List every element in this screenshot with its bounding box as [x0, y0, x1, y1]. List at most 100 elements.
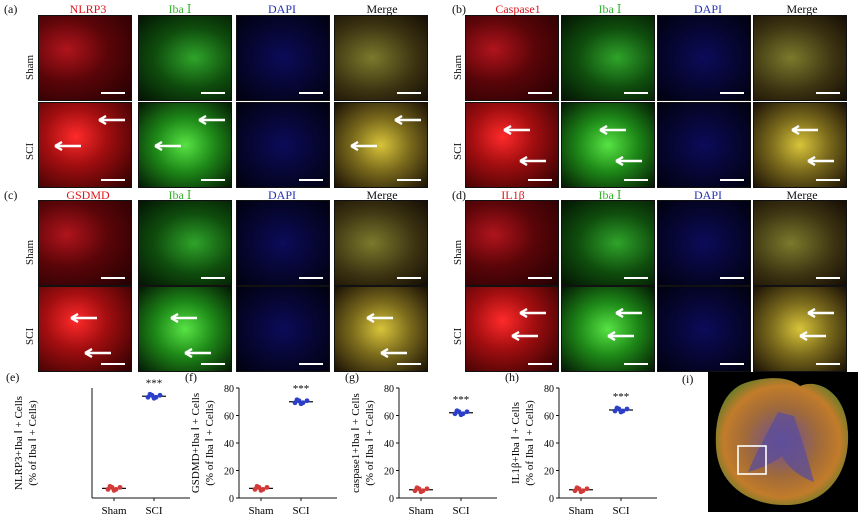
panel-label-b: (b)	[452, 2, 466, 16]
significance-label: ***	[146, 377, 163, 389]
chart-h-svg: IL1β+Iba Ⅰ + Cells (% of Iba Ⅰ + Cells) 0 2…	[510, 384, 657, 517]
data-point	[464, 409, 470, 415]
data-point	[258, 487, 264, 493]
col-header-c-2: Iba Ⅰ	[168, 188, 192, 202]
data-point	[304, 398, 310, 404]
micrograph-d-dapi-sham	[657, 200, 751, 286]
micrograph-d-il1b-sham	[465, 200, 559, 286]
arrow-icon	[349, 141, 379, 151]
data-point	[147, 391, 153, 397]
arrow-icon	[798, 331, 828, 341]
arrow-icon	[502, 125, 532, 135]
micrograph-a-nlrp3-sci	[38, 102, 132, 188]
col-header-a-1: NLRP3	[69, 2, 107, 16]
y-tick-label: 20	[544, 467, 554, 478]
arrow-icon	[169, 313, 199, 323]
arrow-icon	[365, 313, 395, 323]
y-tick-label: 60	[544, 412, 554, 423]
arrow-icon	[153, 141, 183, 151]
data-point	[574, 485, 580, 491]
y-tick-label: 40	[544, 439, 554, 450]
micrograph-b-merge-sci	[753, 102, 847, 188]
data-point	[264, 484, 270, 490]
arrow-icon	[197, 115, 227, 125]
data-point	[414, 485, 420, 491]
x-tick-label: Sham	[101, 505, 127, 517]
micrograph-c-dapi-sci	[236, 286, 330, 372]
y-axis-label: IL1β+Iba Ⅰ + Cells	[510, 402, 522, 484]
panel-label-e: (e)	[6, 370, 20, 384]
micrograph-a-merge-sham	[334, 15, 428, 101]
col-header-d-2: Iba Ⅰ	[598, 188, 622, 202]
micrograph-d-merge-sci	[753, 286, 847, 372]
y-axis-label: NLRP3+Iba Ⅰ + Cells	[13, 396, 25, 490]
arrow-icon	[183, 348, 213, 358]
data-point	[298, 401, 304, 407]
row-label-a-sci: SCI	[24, 142, 36, 160]
micrograph-c-gsdmd-sham	[38, 200, 132, 286]
data-point	[418, 489, 424, 495]
data-point	[107, 483, 113, 489]
x-tick-label: Sham	[248, 505, 274, 517]
col-header-b-4: Merge	[786, 2, 818, 16]
arrow-icon	[614, 308, 644, 318]
panel-label-a: (a)	[4, 2, 18, 16]
data-point	[458, 412, 464, 418]
micrograph-c-gsdmd-sci	[38, 286, 132, 372]
y-tick-label: 80	[224, 384, 234, 395]
micrograph-a-nlrp3-sham	[38, 15, 132, 101]
chart-g: (g) caspase1+Iba Ⅰ + Cells (% of Iba Ⅰ + …	[345, 370, 535, 520]
y-axis-label: (% of Iba Ⅰ + Cells)	[27, 400, 39, 486]
row-label-a-sham: Sham	[24, 54, 36, 80]
micrograph-c-merge-sci	[334, 286, 428, 372]
micrograph-c-dapi-sham	[236, 200, 330, 286]
micrograph-a-iba-sham	[138, 15, 232, 101]
arrow-icon	[614, 156, 644, 166]
x-tick-label: SCI	[452, 505, 469, 517]
micrograph-a-iba-sci	[138, 102, 232, 188]
micrograph-c-iba-sham	[138, 200, 232, 286]
data-point	[454, 408, 460, 414]
micrograph-a-dapi-sham	[236, 15, 330, 101]
data-point	[614, 405, 620, 411]
chart-e-svg: NLRP3+Iba Ⅰ + Cells (% of Iba Ⅰ + Cells) S…	[13, 377, 190, 517]
data-point	[618, 409, 624, 415]
col-header-d-4: Merge	[786, 188, 818, 202]
chart-g-svg: caspase1+Iba Ⅰ + Cells (% of Iba Ⅰ + Cell…	[350, 384, 497, 517]
data-point	[157, 392, 163, 398]
micrograph-d-iba-sci	[561, 286, 655, 372]
row-label-b-sham: Sham	[452, 54, 464, 80]
data-point	[424, 486, 430, 492]
spinal-cord-section-image	[708, 372, 858, 512]
col-header-d-1: IL1β	[501, 188, 525, 202]
col-header-a-2: Iba Ⅰ	[168, 2, 192, 16]
row-label-d-sci: SCI	[452, 327, 464, 345]
arrow-icon	[606, 331, 636, 341]
micrograph-d-merge-sham	[753, 200, 847, 286]
col-header-d-3: DAPI	[693, 188, 722, 202]
y-tick-label: 20	[224, 467, 234, 478]
data-point	[151, 395, 157, 401]
col-header-a-3: DAPI	[267, 2, 296, 16]
chart-e: (e) NLRP3+Iba Ⅰ + Cells (% of Iba Ⅰ + Cel…	[0, 370, 190, 520]
col-header-b-2: Iba Ⅰ	[598, 2, 622, 16]
row-label-d-sham: Sham	[452, 239, 464, 265]
micrograph-a-dapi-sci	[236, 102, 330, 188]
micrograph-d-dapi-sci	[657, 286, 751, 372]
x-tick-label: Sham	[568, 505, 594, 517]
arrow-icon	[806, 156, 836, 166]
data-point	[294, 397, 300, 403]
col-header-a-4: Merge	[366, 2, 398, 16]
panel-label-i: (i)	[682, 372, 694, 386]
micrograph-c-iba-sci	[138, 286, 232, 372]
micrograph-b-caspase1-sci	[465, 102, 559, 188]
y-tick-label: 60	[384, 412, 394, 423]
y-tick-label: 80	[544, 384, 554, 395]
micrograph-d-iba-sham	[561, 200, 655, 286]
data-point	[578, 489, 584, 495]
col-header-c-1: GSDMD	[66, 188, 110, 202]
y-tick-label: 0	[549, 494, 554, 505]
col-header-b-3: DAPI	[693, 2, 722, 16]
col-header-b-1: Caspase1	[495, 2, 541, 16]
y-tick-label: 60	[224, 412, 234, 423]
